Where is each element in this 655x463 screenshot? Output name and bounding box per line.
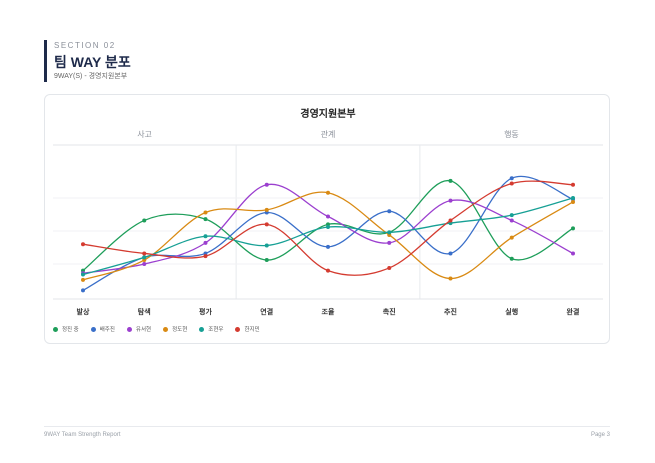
data-point (387, 209, 392, 214)
section-accent-bar (44, 40, 47, 82)
data-point (203, 210, 208, 215)
footer-report-name: 9WAY Team Strength Report (44, 432, 121, 438)
data-point (142, 255, 147, 260)
group-label: 행동 (504, 129, 519, 139)
footer-divider (44, 426, 610, 427)
section-label: SECTION 02 (54, 41, 116, 50)
data-point (571, 196, 575, 200)
data-point (264, 243, 269, 248)
x-tick-label: 연결 (260, 307, 273, 316)
data-point (81, 277, 85, 282)
group-label: 사고 (137, 130, 152, 139)
page-title: 팀 WAY 분포 (54, 54, 131, 70)
data-point (326, 244, 330, 249)
series-line-1 (82, 175, 574, 291)
data-point (81, 272, 85, 277)
data-point (203, 240, 208, 245)
x-tick-label: 탐색 (138, 307, 151, 316)
data-point (326, 190, 330, 195)
data-point (448, 276, 453, 281)
data-point (571, 182, 575, 187)
legend-swatch (53, 326, 58, 332)
data-point (264, 182, 269, 187)
group-label: 관계 (321, 129, 336, 139)
data-point (81, 288, 85, 293)
data-point (264, 258, 269, 263)
legend-label: 정진 중 (62, 327, 79, 333)
data-point (571, 251, 575, 256)
data-point (448, 218, 453, 223)
page-subtitle: 9WAY(S) - 경영지원본부 (54, 73, 128, 80)
legend-item: 한지민 (235, 325, 260, 333)
legend-item: 조현우 (199, 325, 223, 333)
data-point (203, 217, 208, 222)
data-point (448, 178, 453, 183)
data-point (509, 218, 514, 223)
legend-swatch (235, 326, 241, 332)
data-point (326, 268, 330, 273)
data-point (509, 213, 514, 218)
legend-label: 한지민 (244, 327, 260, 333)
data-point (509, 256, 514, 261)
data-point (326, 214, 330, 219)
x-tick-label: 실행 (505, 307, 518, 316)
data-point (387, 240, 392, 245)
series-line-3 (82, 191, 574, 281)
data-point (142, 262, 147, 266)
legend-item: 유서현 (126, 325, 152, 333)
data-point (387, 230, 392, 235)
data-point (203, 234, 208, 239)
data-point (571, 226, 575, 231)
data-point (509, 176, 514, 181)
legend-item: 배주진 (90, 325, 115, 333)
chart-title: 경영지원본부 (300, 107, 355, 120)
data-point (571, 199, 575, 204)
legend-label: 정도현 (172, 327, 188, 333)
data-point (142, 251, 147, 256)
data-point (387, 265, 392, 270)
footer-page-number: Page 3 (590, 432, 610, 438)
data-point (448, 251, 453, 256)
legend-swatch (90, 326, 96, 332)
data-point (142, 218, 147, 223)
data-point (264, 207, 269, 212)
chart-legend: 정진 중 배주진 유서현 정도현 조현우 한지민 (53, 325, 260, 333)
legend-swatch (126, 326, 132, 332)
legend-item: 정진 중 (53, 325, 79, 333)
x-tick-label: 평가 (199, 307, 212, 316)
legend-label: 조현우 (208, 327, 224, 333)
legend-label: 유서현 (135, 327, 152, 333)
data-point (509, 235, 514, 240)
series-line-4 (82, 197, 574, 276)
x-tick-label: 조율 (322, 307, 335, 316)
legend-swatch (199, 326, 205, 332)
x-tick-label: 완결 (567, 307, 580, 316)
data-point (326, 225, 330, 230)
data-point (509, 181, 514, 186)
data-point (264, 222, 269, 227)
x-tick-label: 발상 (77, 307, 90, 316)
legend-label: 배주진 (99, 327, 115, 333)
x-tick-label: 추진 (444, 307, 457, 316)
data-point (448, 198, 453, 203)
data-point (81, 242, 85, 247)
legend-item: 정도현 (163, 325, 187, 333)
data-point (203, 254, 208, 259)
legend-swatch (163, 326, 169, 332)
x-tick-label: 촉진 (383, 307, 396, 316)
